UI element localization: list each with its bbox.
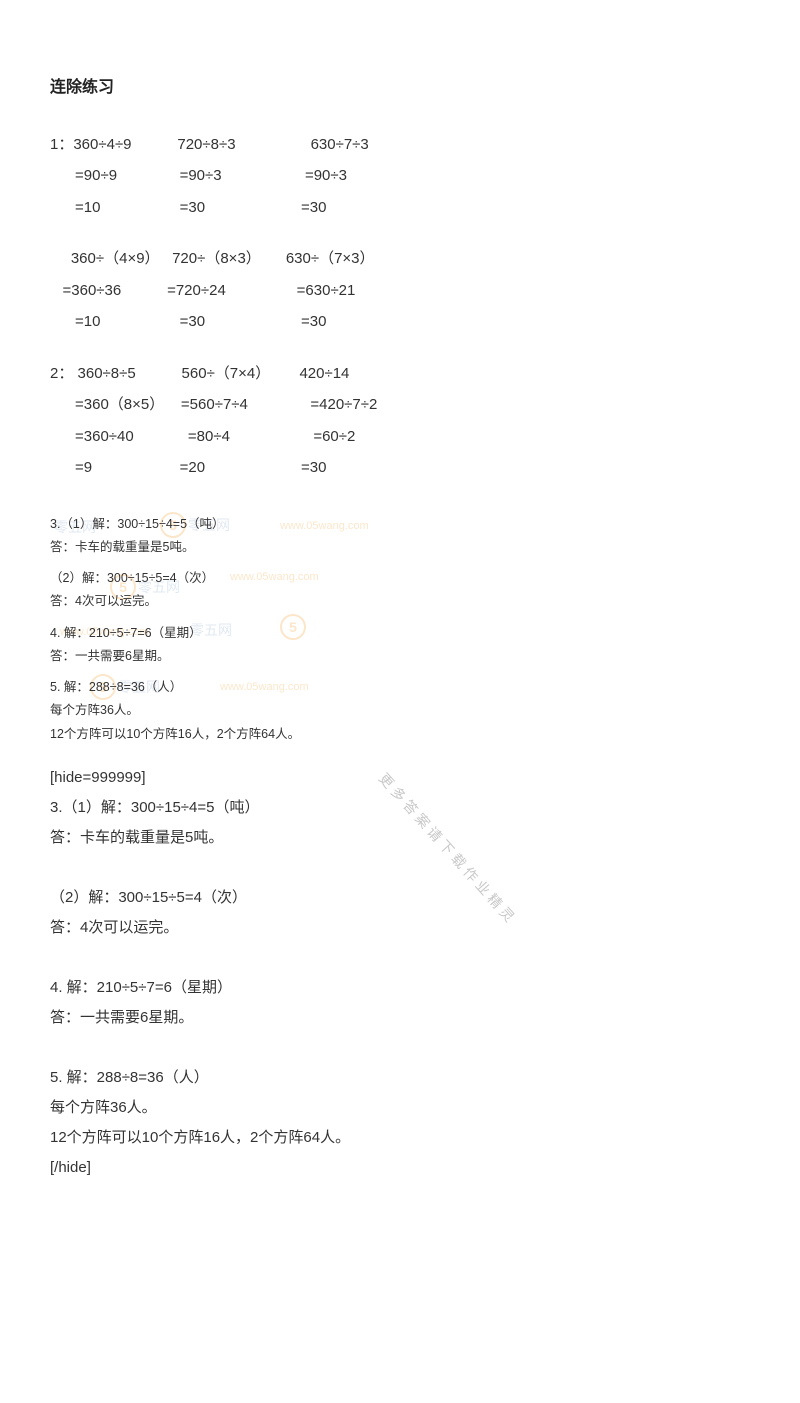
r2-l4: =9 =20 =30 <box>50 452 750 484</box>
watermark-block: 零五网 5零五网 www.05wang.com 5零五网 www.05wang.… <box>50 514 370 745</box>
b-5: 4. 解：210÷5÷7=6（星期） <box>50 973 750 1003</box>
b-1: 3.（1）解：300÷15÷4=5（吨） <box>50 793 750 823</box>
r2-l3: =360÷40 =80÷4 =60÷2 <box>50 421 750 453</box>
r1-l1: 1：360÷4÷9 720÷8÷3 630÷7÷3 <box>50 129 750 161</box>
b-9: 12个方阵可以10个方阵16人，2个方阵64人。 <box>50 1123 750 1153</box>
b-4: 答：4次可以运完。 <box>50 913 750 943</box>
page-title: 连除练习 <box>50 75 750 101</box>
watermark-text: 3.（1）解：300÷15÷4=5（吨） 答：卡车的载重量是5吨。 （2）解：3… <box>50 514 370 745</box>
hide-open: [hide=999999] <box>50 763 750 793</box>
r1-l3: =10 =30 =30 <box>50 192 750 224</box>
r1b-l2: =360÷36 =720÷24 =630÷21 <box>50 275 750 307</box>
r2-l2: =360（8×5） =560÷7÷4 =420÷7÷2 <box>50 389 750 421</box>
b-6: 答：一共需要6星期。 <box>50 1003 750 1033</box>
r2-l1: 2： 360÷8÷5 560÷（7×4） 420÷14 <box>50 358 750 390</box>
b-8: 每个方阵36人。 <box>50 1093 750 1123</box>
page-container: 连除练习 1：360÷4÷9 720÷8÷3 630÷7÷3 =90÷9 =90… <box>0 0 800 1243</box>
r1b-l1: 360÷（4×9） 720÷（8×3） 630÷（7×3） <box>50 243 750 275</box>
b-7: 5. 解：288÷8=36（人） <box>50 1063 750 1093</box>
hide-close: [/hide] <box>50 1153 750 1183</box>
r1b-l3: =10 =30 =30 <box>50 306 750 338</box>
b-3: （2）解：300÷15÷5=4（次） <box>50 883 750 913</box>
b-2: 答：卡车的载重量是5吨。 <box>50 823 750 853</box>
r1-l2: =90÷9 =90÷3 =90÷3 <box>50 160 750 192</box>
